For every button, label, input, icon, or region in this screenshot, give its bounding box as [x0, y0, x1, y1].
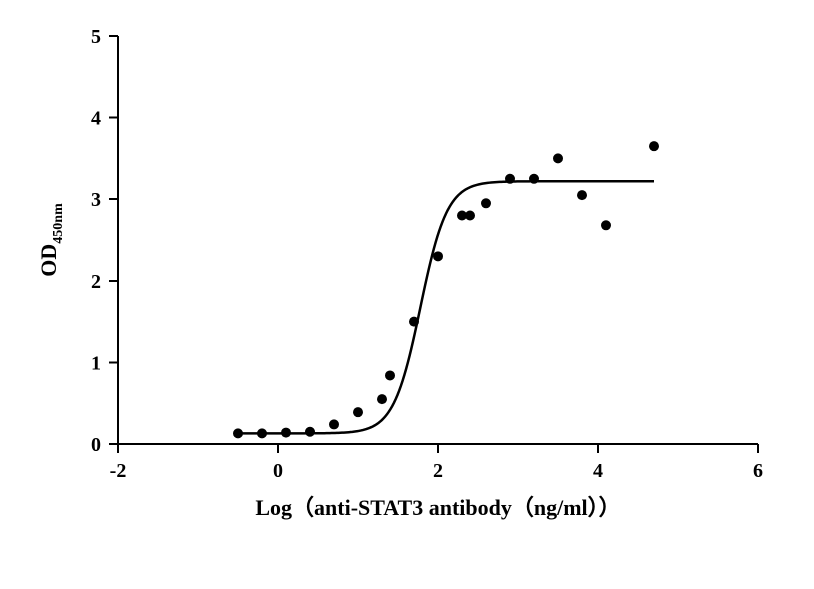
y-tick-label: 3: [91, 189, 101, 211]
x-tick-label: 2: [433, 460, 443, 482]
data-point: [329, 419, 339, 429]
data-point: [577, 190, 587, 200]
data-point: [529, 174, 539, 184]
data-point: [553, 153, 563, 163]
data-point: [433, 251, 443, 261]
x-axis-title: Log（anti-STAT3 antibody（ng/ml））: [255, 495, 620, 520]
data-point: [353, 407, 363, 417]
svg-text:OD450nm: OD450nm: [36, 203, 66, 277]
y-tick-label: 1: [91, 352, 101, 374]
data-point: [649, 141, 659, 151]
fit-curve: [238, 181, 654, 433]
x-tick-label: 4: [593, 460, 603, 482]
y-tick-label: 0: [91, 434, 101, 456]
data-point: [233, 428, 243, 438]
y-axis-title: OD450nm: [36, 203, 66, 277]
x-tick-label: -2: [110, 460, 127, 482]
data-point: [305, 427, 315, 437]
y-tick-label: 4: [91, 108, 101, 130]
data-point: [601, 220, 611, 230]
data-point: [505, 174, 515, 184]
chart-svg: -2 0 2 4 6 0 1 2 3 4 5 Log（anti-STAT3 antibody（ng/m…: [0, 0, 814, 589]
data-point: [257, 428, 267, 438]
data-point: [281, 428, 291, 438]
dose-response-chart: -2 0 2 4 6 0 1 2 3 4 5 Log（anti-STAT3 antibody（ng/m…: [0, 0, 814, 589]
x-tick-label: 0: [273, 460, 283, 482]
data-point: [465, 211, 475, 221]
data-point: [409, 317, 419, 327]
y-tick-label: 2: [91, 271, 101, 293]
data-point: [481, 198, 491, 208]
data-point: [377, 394, 387, 404]
data-point: [385, 370, 395, 380]
y-tick-label: 5: [91, 26, 101, 48]
x-tick-label: 6: [753, 460, 763, 482]
